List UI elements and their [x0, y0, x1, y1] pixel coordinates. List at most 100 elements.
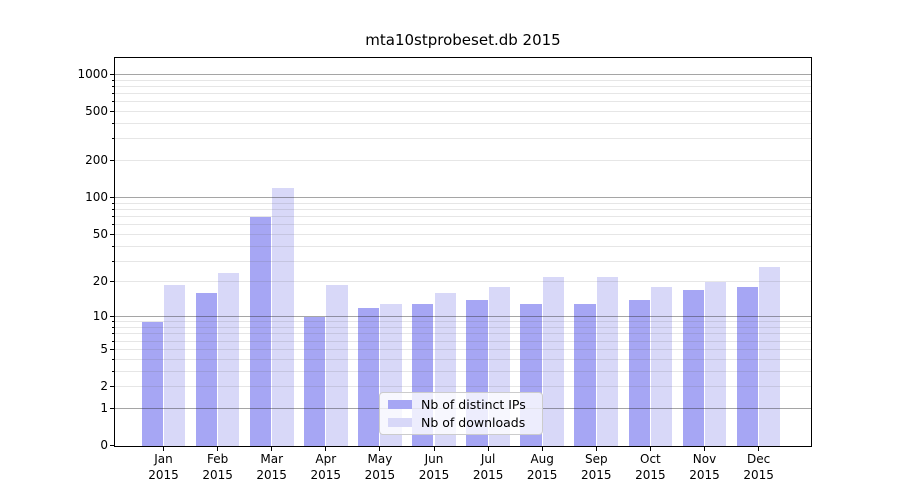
- bar-dec-ips: [736, 287, 759, 446]
- y-tick-label: 50: [92, 226, 108, 241]
- gridline: [115, 333, 811, 335]
- bar-feb-downloads: [218, 272, 240, 446]
- x-tick-label: Apr 2015: [310, 452, 342, 482]
- gridline: [115, 111, 811, 112]
- gridline: [115, 245, 811, 247]
- y-tick: [109, 281, 114, 283]
- y-tick-label: 1: [100, 400, 108, 415]
- y-tick: [109, 73, 114, 75]
- gridline: [115, 123, 811, 124]
- bar-jan-ips: [141, 321, 163, 446]
- bar-mar-downloads: [272, 187, 294, 446]
- gridline: [115, 316, 811, 318]
- gridline: [115, 370, 811, 372]
- y-tick-label: 10: [92, 309, 108, 324]
- gridline: [115, 386, 811, 387]
- y-tick-label: 0: [100, 438, 108, 452]
- y-tick-label: 200: [85, 153, 108, 168]
- gridline: [115, 93, 811, 94]
- bar-nov-ips: [682, 290, 704, 446]
- y-minor-tick: [111, 327, 114, 328]
- gridline: [115, 79, 811, 81]
- x-tick-label: Sep 2015: [581, 452, 612, 482]
- x-tick-label: May 2015: [364, 452, 396, 482]
- y-minor-tick: [111, 321, 114, 323]
- x-tick: [649, 446, 651, 451]
- y-minor-tick: [111, 202, 114, 204]
- y-minor-tick: [111, 93, 114, 94]
- x-tick-label: Nov 2015: [689, 452, 720, 482]
- x-tick-label: Oct 2015: [635, 452, 666, 482]
- y-minor-tick: [111, 333, 114, 335]
- bar-oct-downloads: [650, 287, 673, 446]
- y-tick-label: 2: [100, 379, 108, 393]
- x-tick: [325, 446, 327, 451]
- bar-nov-downloads: [705, 281, 727, 446]
- gridline: [115, 224, 811, 226]
- y-minor-tick: [111, 260, 114, 262]
- gridline: [115, 138, 811, 140]
- y-tick: [109, 233, 114, 235]
- y-minor-tick: [111, 224, 114, 226]
- bar-sep-ips: [574, 303, 596, 446]
- legend-item-distinct-ips: Nb of distinct IPs: [388, 398, 542, 411]
- y-tick-label: 100: [85, 190, 108, 205]
- x-tick-label: Aug 2015: [526, 452, 558, 482]
- gridline: [115, 208, 811, 210]
- x-tick: [758, 446, 760, 451]
- gridline: [115, 348, 811, 350]
- bar-dec-downloads: [759, 266, 781, 446]
- gridline: [115, 327, 811, 328]
- bar-jan-downloads: [164, 284, 186, 446]
- legend: Nb of distinct IPs Nb of downloads: [379, 392, 543, 435]
- x-tick: [433, 446, 435, 451]
- y-tick: [109, 111, 114, 112]
- x-tick: [379, 446, 381, 451]
- y-tick: [109, 407, 114, 409]
- x-tick-label: Jun 2015: [418, 452, 450, 482]
- x-tick-label: Mar 2015: [256, 452, 287, 482]
- x-tick: [541, 446, 543, 451]
- gridline: [115, 101, 811, 103]
- y-tick-label: 1000: [77, 66, 108, 81]
- gridline: [115, 197, 811, 199]
- x-tick-label: Jan 2015: [148, 452, 179, 482]
- y-tick: [109, 445, 114, 446]
- y-minor-tick: [111, 358, 114, 360]
- y-minor-tick: [111, 216, 114, 217]
- legend-label-distinct-ips: Nb of distinct IPs: [421, 397, 526, 412]
- x-tick-label: Jul 2015: [472, 452, 504, 482]
- y-minor-tick: [111, 245, 114, 247]
- gridline: [115, 202, 811, 204]
- y-tick-label: 5: [100, 341, 108, 356]
- legend-swatch-downloads: [388, 418, 412, 427]
- y-minor-tick: [111, 340, 114, 342]
- x-tick-label: Feb 2015: [202, 452, 233, 482]
- y-tick: [109, 197, 114, 199]
- gridline: [115, 281, 811, 283]
- bar-feb-ips: [195, 293, 218, 446]
- y-minor-tick: [111, 138, 114, 140]
- x-tick: [163, 446, 164, 451]
- legend-label-downloads: Nb of downloads: [421, 415, 526, 430]
- gridline: [115, 260, 811, 262]
- bar-may-ips: [358, 307, 380, 446]
- x-tick: [704, 446, 705, 451]
- y-minor-tick: [111, 85, 114, 87]
- gridline: [115, 340, 811, 342]
- y-tick-label: 20: [92, 274, 108, 289]
- x-tick: [217, 446, 219, 451]
- legend-swatch-distinct-ips: [388, 400, 412, 409]
- chart-title: mta10stprobeset.db 2015: [365, 31, 561, 49]
- bar-apr-ips: [303, 316, 326, 446]
- gridline: [115, 358, 811, 360]
- y-minor-tick: [111, 123, 114, 124]
- y-minor-tick: [111, 79, 114, 81]
- gridline: [115, 216, 811, 217]
- y-minor-tick: [111, 208, 114, 210]
- bar-mar-ips: [249, 216, 272, 446]
- y-tick: [109, 386, 114, 387]
- y-tick: [109, 160, 114, 162]
- plot-area: [115, 58, 811, 446]
